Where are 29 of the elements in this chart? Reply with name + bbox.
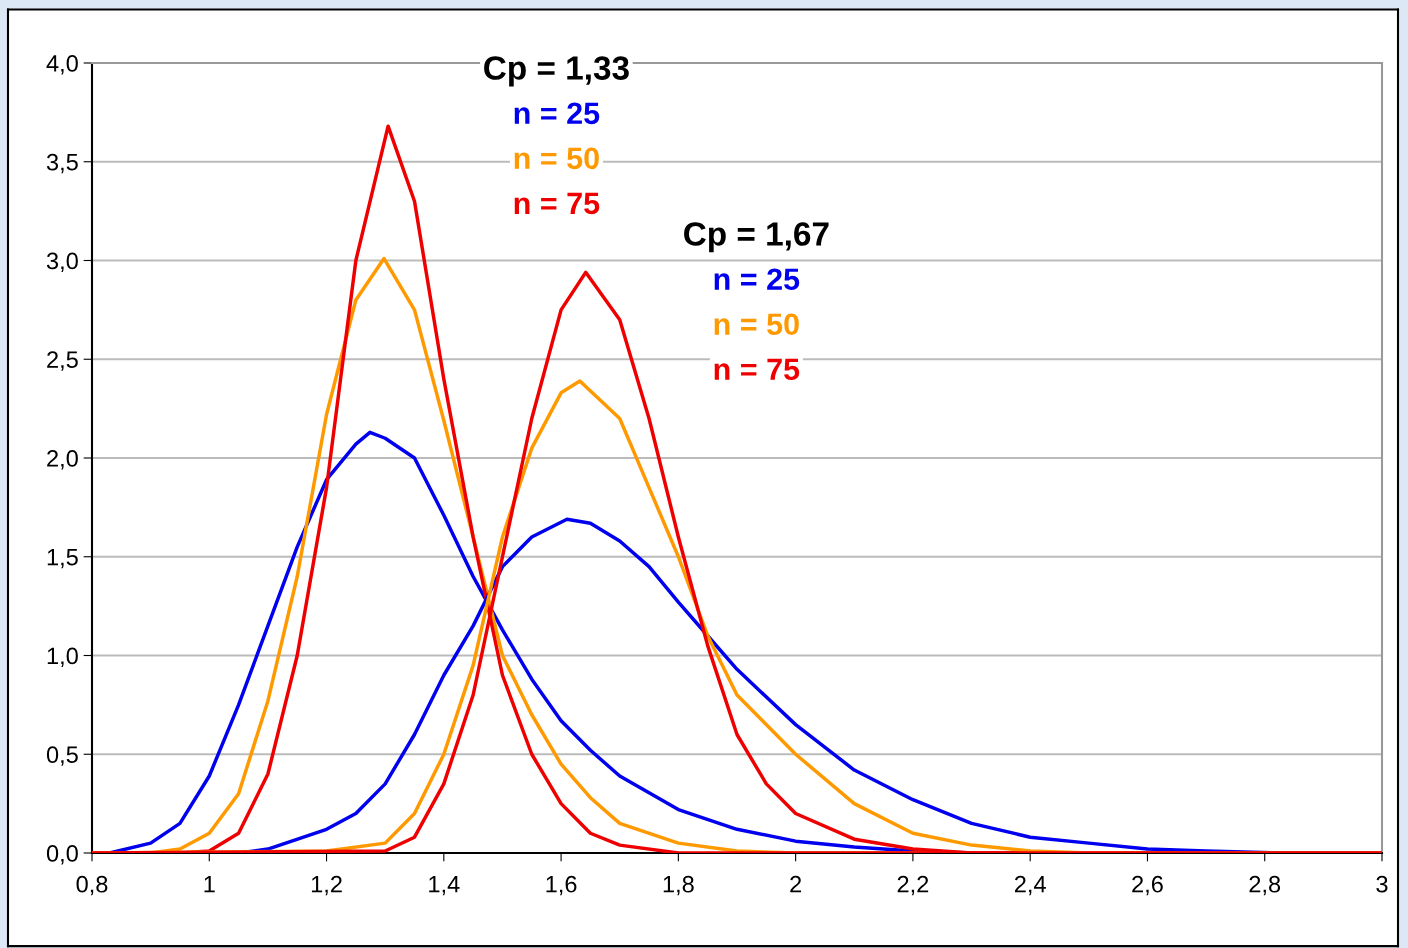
annotation: n = 25: [514, 102, 600, 125]
annotation: n = 25: [714, 268, 800, 291]
annotation: Cp = 1,33: [484, 56, 629, 87]
x-tick-label: 1,2: [311, 875, 342, 896]
y-tick-label: 3,5: [46, 153, 78, 174]
annotation: Cp = 1,67: [684, 222, 829, 253]
x-tick-label: 2,2: [897, 875, 929, 896]
annotation: n = 75: [714, 358, 800, 381]
annotation: n = 50: [514, 147, 599, 170]
x-tick-label: 2,6: [1132, 875, 1163, 896]
x-tick-label: 2,4: [1014, 875, 1046, 896]
y-tick-label: 0,0: [46, 845, 78, 865]
y-tick-label: 0,5: [46, 746, 78, 766]
x-tick-label: 1: [204, 876, 215, 893]
y-tick-label: 4,0: [46, 55, 78, 75]
x-tick-label: 3: [1376, 875, 1388, 893]
x-tick-label: 2: [790, 875, 802, 893]
x-tick-label: 0,8: [76, 875, 108, 896]
annotation: n = 50: [714, 313, 799, 336]
x-tick-label: 2,8: [1249, 875, 1281, 896]
y-tick-label: 1,0: [47, 647, 78, 668]
x-tick-label: 1,8: [663, 875, 694, 896]
annotation: n = 75: [514, 192, 600, 215]
x-tick-label: 1,6: [546, 875, 577, 896]
x-tick-label: 1,4: [429, 876, 460, 896]
y-tick-label: 2,5: [47, 351, 78, 371]
y-tick-label: 3,0: [46, 252, 78, 273]
y-tick-label: 1,5: [47, 549, 78, 569]
y-tick-label: 2,0: [47, 450, 78, 470]
